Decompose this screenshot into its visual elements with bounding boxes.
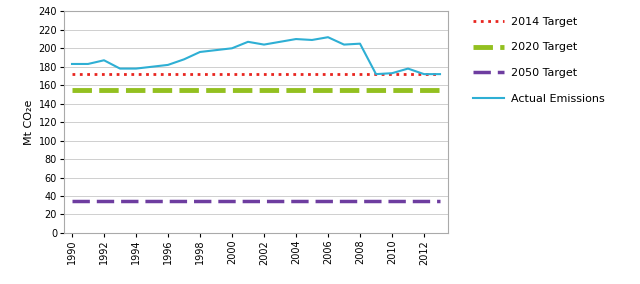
Legend: 2014 Target, 2020 Target, 2050 Target, Actual Emissions: 2014 Target, 2020 Target, 2050 Target, A… xyxy=(469,12,609,108)
Y-axis label: Mt CO₂e: Mt CO₂e xyxy=(24,99,35,145)
